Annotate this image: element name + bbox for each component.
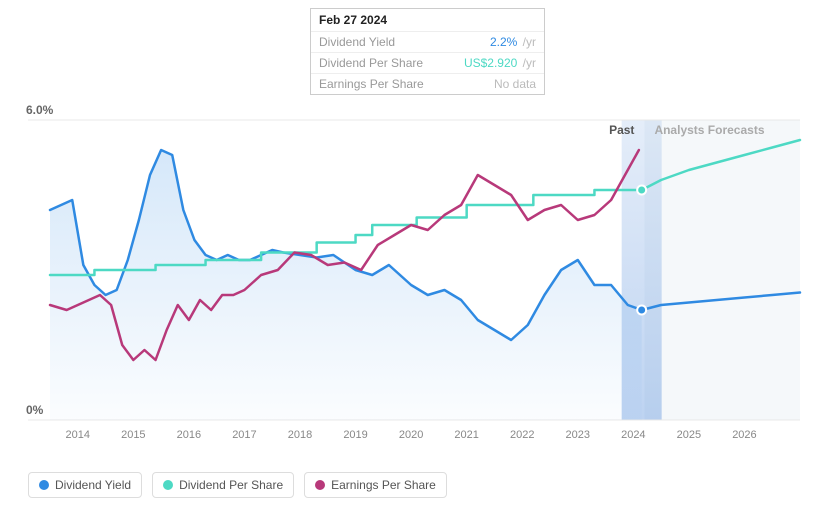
legend-item[interactable]: Dividend Yield: [28, 472, 142, 498]
tooltip-date: Feb 27 2024: [311, 9, 544, 31]
svg-text:2025: 2025: [677, 429, 701, 441]
chart-tooltip: Feb 27 2024 Dividend Yield2.2% /yrDivide…: [310, 8, 545, 95]
legend-label: Dividend Per Share: [179, 478, 283, 492]
svg-text:2021: 2021: [454, 429, 478, 441]
tooltip-row: Dividend Per Share US$2.920 /yr: [311, 52, 544, 73]
svg-text:6.0%: 6.0%: [26, 103, 54, 117]
tooltip-row-value: 2.2% /yr: [490, 35, 536, 49]
svg-text:0%: 0%: [26, 403, 44, 417]
svg-text:Analysts Forecasts: Analysts Forecasts: [654, 123, 764, 137]
tooltip-row: Dividend Yield 2.2% /yr: [311, 31, 544, 52]
svg-text:2026: 2026: [732, 429, 756, 441]
legend-item[interactable]: Earnings Per Share: [304, 472, 447, 498]
svg-text:2016: 2016: [177, 429, 201, 441]
tooltip-row-value: US$2.920 /yr: [464, 56, 536, 70]
chart-legend: Dividend Yield Dividend Per Share Earnings…: [28, 472, 447, 498]
svg-text:2023: 2023: [566, 429, 590, 441]
svg-text:2020: 2020: [399, 429, 423, 441]
svg-text:Past: Past: [609, 123, 634, 137]
legend-dot: [315, 480, 325, 490]
legend-label: Earnings Per Share: [331, 478, 436, 492]
tooltip-row-label: Earnings Per Share: [319, 77, 424, 91]
svg-text:2014: 2014: [66, 429, 90, 441]
legend-label: Dividend Yield: [55, 478, 131, 492]
svg-text:2022: 2022: [510, 429, 534, 441]
tooltip-row: Earnings Per Share No data: [311, 73, 544, 94]
legend-dot: [39, 480, 49, 490]
tooltip-row-value: No data: [494, 77, 536, 91]
legend-dot: [163, 480, 173, 490]
svg-text:2019: 2019: [343, 429, 367, 441]
svg-text:2018: 2018: [288, 429, 312, 441]
tooltip-row-label: Dividend Per Share: [319, 56, 423, 70]
svg-text:2015: 2015: [121, 429, 145, 441]
svg-text:2024: 2024: [621, 429, 645, 441]
svg-text:2017: 2017: [232, 429, 256, 441]
tooltip-row-label: Dividend Yield: [319, 35, 395, 49]
dividend-chart: Feb 27 2024 Dividend Yield2.2% /yrDivide…: [0, 0, 821, 508]
legend-item[interactable]: Dividend Per Share: [152, 472, 294, 498]
